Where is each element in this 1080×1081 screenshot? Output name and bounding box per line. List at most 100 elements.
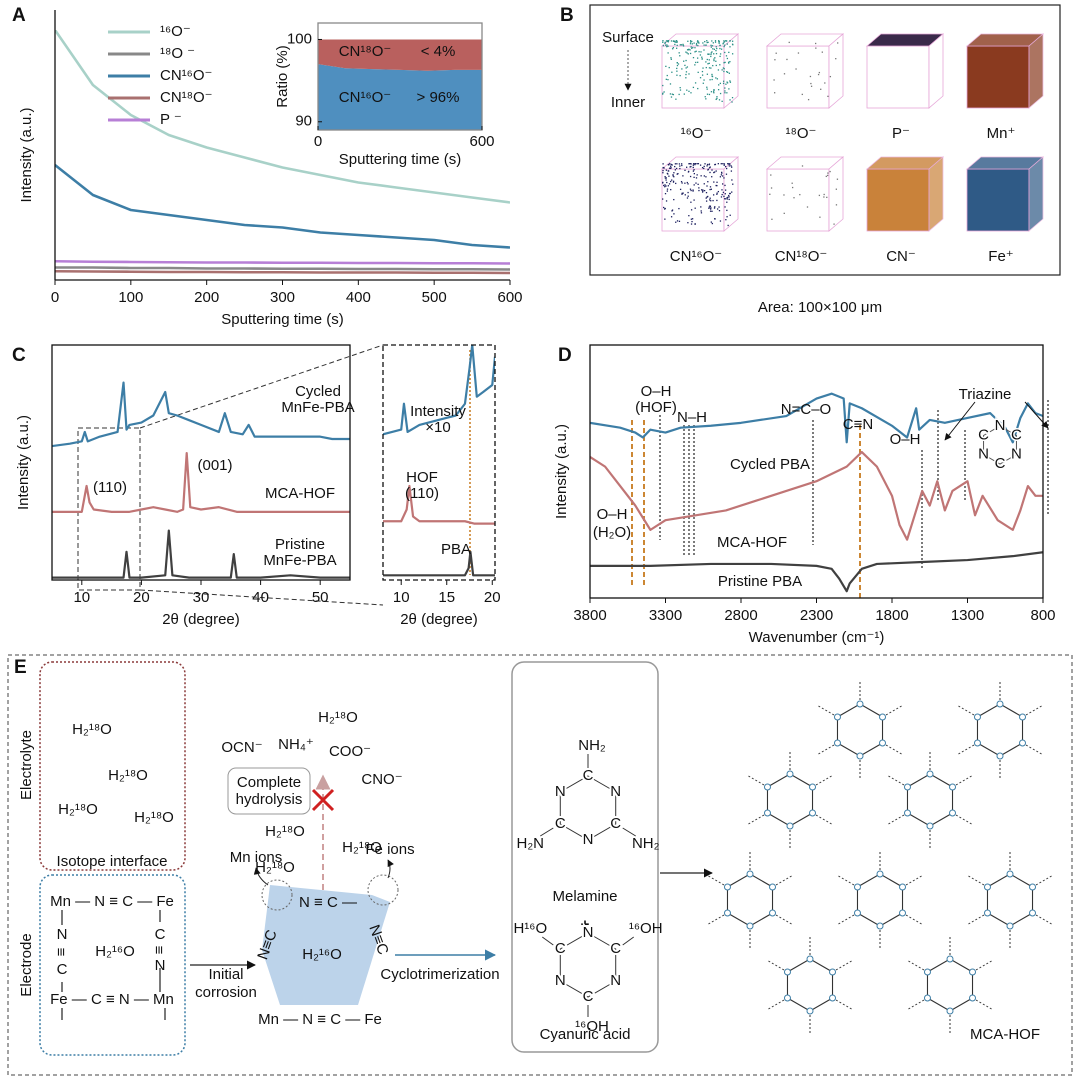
cube-dot bbox=[713, 92, 715, 94]
hof-atom bbox=[856, 752, 864, 760]
monomer-box bbox=[511, 661, 659, 1053]
cube-dot bbox=[713, 171, 715, 174]
cube-dot bbox=[687, 183, 689, 185]
cube-dot bbox=[709, 210, 712, 212]
cube-dot bbox=[715, 52, 718, 55]
cube-dot bbox=[664, 186, 666, 188]
hof-atom bbox=[996, 700, 1004, 708]
cube-dot bbox=[807, 98, 810, 101]
label: N bbox=[610, 783, 621, 800]
cube-dot bbox=[693, 172, 696, 175]
label: H₂¹⁸O bbox=[72, 721, 112, 738]
fe-arrow bbox=[387, 859, 394, 879]
label: Fe ions bbox=[365, 841, 414, 858]
cube-face bbox=[866, 45, 930, 109]
label: Electrolyte bbox=[18, 730, 35, 800]
hof-hbond bbox=[885, 744, 902, 755]
cube-dot bbox=[810, 82, 812, 85]
label: 0 bbox=[51, 289, 59, 306]
hof-hbond bbox=[968, 914, 985, 925]
cube-dot bbox=[670, 163, 672, 166]
label: Sputtering time (s) bbox=[221, 311, 344, 328]
hof-hbond bbox=[1025, 744, 1042, 755]
cube-dot bbox=[700, 212, 703, 214]
cube-dot bbox=[663, 167, 665, 169]
cube-dot bbox=[681, 193, 683, 195]
cube-dot bbox=[703, 49, 705, 51]
cube-dot bbox=[672, 175, 674, 177]
cube-dot bbox=[713, 89, 715, 91]
cube-dot bbox=[774, 92, 776, 94]
label: 600 bbox=[469, 133, 494, 150]
mn-arrow bbox=[253, 867, 269, 886]
label: 20 bbox=[133, 589, 150, 606]
cube-dot bbox=[713, 181, 715, 183]
cube-dot bbox=[726, 57, 729, 60]
cube-dot bbox=[695, 61, 697, 64]
cube-dot bbox=[729, 46, 731, 48]
cube-dot bbox=[715, 46, 717, 48]
cube-dot bbox=[681, 182, 683, 184]
label: N bbox=[1011, 445, 1022, 462]
cube-dot bbox=[721, 172, 723, 174]
cube-dot bbox=[707, 53, 709, 55]
series-line bbox=[52, 529, 350, 579]
series-line bbox=[55, 163, 510, 249]
cube-dot bbox=[713, 171, 716, 173]
label: C≡N bbox=[843, 416, 873, 433]
label: Inner bbox=[611, 94, 645, 111]
cube-dot bbox=[668, 183, 671, 185]
cube-dot bbox=[714, 57, 716, 59]
cube-dot bbox=[685, 77, 687, 79]
cube-side bbox=[1028, 156, 1044, 232]
cube-dot bbox=[714, 163, 716, 166]
cube-dot bbox=[699, 164, 702, 166]
cube-dot bbox=[673, 172, 675, 174]
label: C bbox=[583, 988, 594, 1005]
cube-dot bbox=[711, 222, 714, 225]
cube-dot bbox=[719, 44, 721, 47]
cube-dot bbox=[773, 79, 775, 81]
hof-hbond bbox=[838, 875, 855, 886]
cube-dot bbox=[729, 192, 731, 195]
label: C bbox=[12, 345, 26, 366]
cube-dot bbox=[697, 183, 699, 185]
cube-dot bbox=[693, 199, 695, 201]
cube-dot bbox=[818, 194, 821, 197]
cube-dot bbox=[728, 194, 730, 197]
cube-dot bbox=[662, 163, 664, 165]
cube-dot bbox=[694, 207, 696, 209]
cube-dot bbox=[690, 189, 692, 192]
cube-dot bbox=[718, 41, 720, 43]
cube-dot bbox=[682, 44, 684, 46]
label: CNO⁻ bbox=[361, 771, 402, 788]
cube-dot bbox=[726, 216, 728, 218]
cube-dot bbox=[710, 55, 712, 58]
cube-dot bbox=[670, 96, 673, 98]
cube-dot bbox=[670, 57, 672, 59]
cube-dot bbox=[793, 197, 795, 199]
hof-hbond bbox=[955, 814, 972, 825]
cube-dot bbox=[727, 61, 730, 63]
cube-dot bbox=[681, 164, 683, 167]
cube-dot bbox=[676, 62, 678, 64]
series-line bbox=[590, 450, 1043, 541]
cube-dot bbox=[694, 163, 696, 165]
label: (HOF) bbox=[635, 399, 677, 416]
cube-dot bbox=[697, 71, 699, 74]
hof-hbond bbox=[815, 775, 832, 786]
cube-dot bbox=[692, 164, 694, 166]
label: ¹⁶O⁻ bbox=[681, 125, 712, 142]
hof-atom bbox=[723, 883, 731, 891]
label: P ⁻ bbox=[160, 111, 182, 128]
cube-dot bbox=[662, 93, 664, 95]
cube-face bbox=[966, 45, 1030, 109]
cube-dot bbox=[775, 52, 777, 54]
label: MCA-HOF bbox=[265, 485, 335, 502]
label: CN¹⁶O⁻ bbox=[160, 67, 212, 84]
cube-dot bbox=[731, 101, 733, 103]
cube-dot bbox=[726, 43, 728, 45]
cube-dot bbox=[671, 93, 674, 95]
cube-dot bbox=[823, 193, 825, 196]
cube-dot bbox=[720, 174, 723, 176]
